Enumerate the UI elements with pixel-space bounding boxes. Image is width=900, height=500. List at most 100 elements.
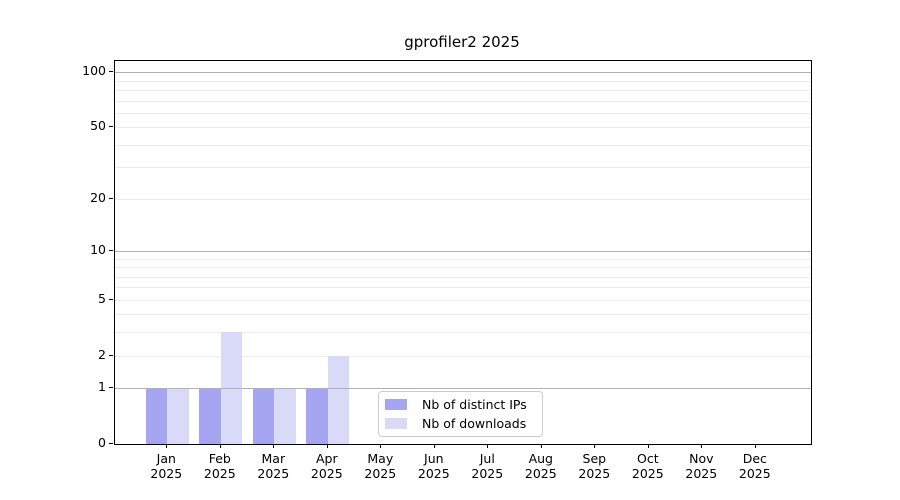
y-tick-label: 20 xyxy=(90,189,106,205)
legend-item-distinct-ips: Nb of distinct IPs xyxy=(385,397,536,412)
plot-area xyxy=(114,60,812,445)
x-tick-year: 2025 xyxy=(471,466,504,481)
x-tick-month: Dec xyxy=(742,451,767,466)
x-tick-month: Apr xyxy=(315,451,338,466)
x-tick-mark xyxy=(273,444,275,448)
minor-gridline xyxy=(115,89,811,91)
x-tick-mark xyxy=(380,444,382,448)
x-tick-label-jul: Jul 2025 xyxy=(457,451,517,481)
x-tick-label-aug: Aug 2025 xyxy=(511,451,571,481)
minor-gridline xyxy=(115,80,811,82)
y-tick-label: 2 xyxy=(98,346,106,362)
legend-item-downloads: Nb of downloads xyxy=(385,416,536,431)
x-tick-year: 2025 xyxy=(257,466,290,481)
x-tick-label-may: May 2025 xyxy=(350,451,410,481)
y-tick-label: 100 xyxy=(82,63,106,79)
bar-mar-downloads xyxy=(274,388,296,444)
x-tick-month: Feb xyxy=(208,451,231,466)
x-tick-mark xyxy=(219,444,221,448)
x-tick-label-feb: Feb 2025 xyxy=(190,451,250,481)
x-tick-year: 2025 xyxy=(685,466,718,481)
minor-gridline xyxy=(115,127,811,129)
x-tick-mark xyxy=(754,444,756,448)
bar-mar-ips xyxy=(252,388,275,444)
legend: Nb of distinct IPs Nb of downloads xyxy=(378,391,543,437)
x-tick-mark xyxy=(594,444,596,448)
minor-gridline xyxy=(115,314,811,316)
y-tick-label: 50 xyxy=(90,118,106,134)
minor-gridline xyxy=(115,100,811,102)
x-tick-month: Jun xyxy=(424,451,444,466)
y-tick-label: 1 xyxy=(98,379,106,395)
x-tick-month: Sep xyxy=(582,451,607,466)
x-tick-month: Mar xyxy=(261,451,286,466)
y-tick-mark xyxy=(109,126,113,128)
y-tick-mark xyxy=(109,298,113,300)
y-tick-mark xyxy=(109,71,113,73)
x-tick-mark xyxy=(326,444,328,448)
x-tick-year: 2025 xyxy=(310,466,343,481)
x-tick-mark xyxy=(647,444,649,448)
x-tick-month: Oct xyxy=(636,451,659,466)
y-tick-label: 0 xyxy=(98,435,106,450)
legend-swatch-downloads-icon xyxy=(385,418,407,429)
x-tick-label-oct: Oct 2025 xyxy=(618,451,678,481)
y-tick-label: 10 xyxy=(90,241,106,257)
x-tick-year: 2025 xyxy=(578,466,611,481)
y-tick-mark xyxy=(109,249,113,251)
minor-gridline xyxy=(115,198,811,200)
bar-apr-ips xyxy=(306,388,328,444)
bar-jan-downloads xyxy=(167,388,189,444)
x-tick-mark xyxy=(540,444,542,448)
y-tick-mark xyxy=(109,443,113,444)
y-tick-mark xyxy=(109,387,113,389)
x-tick-label-sep: Sep 2025 xyxy=(564,451,624,481)
x-tick-label-nov: Nov 2025 xyxy=(671,451,731,481)
x-tick-mark xyxy=(701,444,703,448)
minor-gridline xyxy=(115,258,811,260)
x-tick-label-jan: Jan 2025 xyxy=(136,451,196,481)
x-tick-month: May xyxy=(367,451,394,466)
x-tick-month: Aug xyxy=(528,451,553,466)
minor-gridline xyxy=(115,144,811,146)
major-gridline xyxy=(115,72,811,74)
x-tick-year: 2025 xyxy=(631,466,664,481)
x-tick-label-jun: Jun 2025 xyxy=(404,451,464,481)
legend-swatch-distinct-ips-icon xyxy=(385,399,407,410)
minor-gridline xyxy=(115,299,811,301)
x-tick-mark xyxy=(166,444,168,448)
x-tick-year: 2025 xyxy=(524,466,557,481)
x-tick-month: Nov xyxy=(689,451,714,466)
y-tick-mark xyxy=(109,354,113,356)
minor-gridline xyxy=(115,267,811,268)
minor-gridline xyxy=(115,112,811,114)
legend-label-distinct-ips: Nb of distinct IPs xyxy=(422,397,527,412)
bar-apr-downloads xyxy=(327,355,350,444)
x-tick-year: 2025 xyxy=(738,466,771,481)
x-tick-label-dec: Dec 2025 xyxy=(725,451,785,481)
bar-feb-downloads xyxy=(220,332,243,444)
x-tick-mark xyxy=(433,444,435,448)
chart-title: gprofiler2 2025 xyxy=(404,33,520,51)
minor-gridline xyxy=(115,332,811,334)
major-gridline xyxy=(115,388,811,390)
minor-gridline xyxy=(115,287,811,289)
major-gridline xyxy=(115,250,811,252)
x-tick-mark xyxy=(487,444,489,448)
bar-jan-ips xyxy=(145,388,168,444)
x-tick-year: 2025 xyxy=(417,466,450,481)
minor-gridline xyxy=(115,355,811,357)
x-tick-month: Jul xyxy=(479,451,495,466)
y-tick-label: 5 xyxy=(98,290,106,306)
y-tick-mark xyxy=(109,197,113,199)
minor-gridline xyxy=(115,276,811,278)
x-tick-label-mar: Mar 2025 xyxy=(243,451,303,481)
minor-gridline xyxy=(115,167,811,169)
x-tick-year: 2025 xyxy=(150,466,183,481)
bar-feb-ips xyxy=(199,388,221,444)
x-tick-year: 2025 xyxy=(203,466,236,481)
x-tick-label-apr: Apr 2025 xyxy=(297,451,357,481)
legend-label-downloads: Nb of downloads xyxy=(422,416,527,431)
x-tick-month: Jan xyxy=(156,451,176,466)
